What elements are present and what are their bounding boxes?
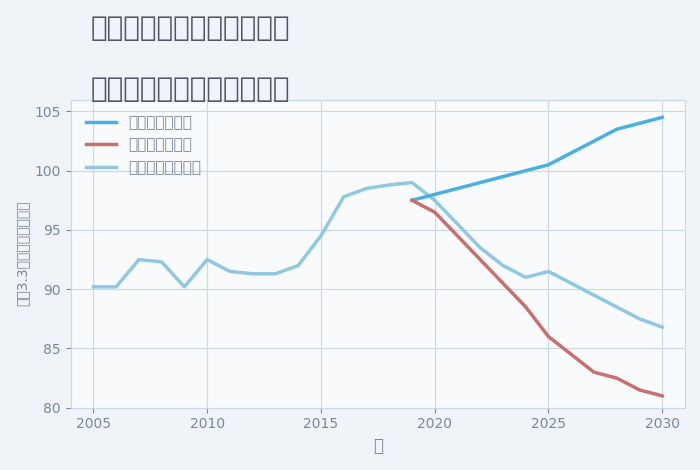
Legend: グッドシナリオ, バッドシナリオ, ノーマルシナリオ: グッドシナリオ, バッドシナリオ, ノーマルシナリオ bbox=[78, 107, 209, 183]
Line: ノーマルシナリオ: ノーマルシナリオ bbox=[93, 182, 662, 327]
グッドシナリオ bbox=[454, 186, 462, 191]
ノーマルシナリオ bbox=[408, 180, 416, 185]
グッドシナリオ bbox=[590, 138, 598, 144]
バッドシナリオ bbox=[499, 281, 508, 286]
ノーマルシナリオ bbox=[340, 194, 348, 200]
バッドシナリオ bbox=[567, 352, 575, 357]
グッドシナリオ bbox=[408, 197, 416, 203]
ノーマルシナリオ bbox=[522, 274, 530, 280]
ノーマルシナリオ bbox=[225, 269, 234, 274]
ノーマルシナリオ bbox=[316, 233, 325, 239]
バッドシナリオ bbox=[612, 375, 621, 381]
バッドシナリオ bbox=[545, 334, 553, 339]
グッドシナリオ bbox=[658, 115, 666, 120]
バッドシナリオ bbox=[522, 304, 530, 310]
Text: 岐阜県飛騨市宮川町杉原の: 岐阜県飛騨市宮川町杉原の bbox=[91, 14, 290, 42]
ノーマルシナリオ bbox=[430, 197, 439, 203]
Line: グッドシナリオ: グッドシナリオ bbox=[412, 118, 662, 200]
バッドシナリオ bbox=[408, 197, 416, 203]
ノーマルシナリオ bbox=[567, 281, 575, 286]
ノーマルシナリオ bbox=[658, 324, 666, 330]
Line: バッドシナリオ: バッドシナリオ bbox=[412, 200, 662, 396]
グッドシナリオ bbox=[636, 120, 644, 126]
Y-axis label: 平（3.3㎡）単価（万円）: 平（3.3㎡）単価（万円） bbox=[15, 201, 29, 306]
バッドシナリオ bbox=[590, 369, 598, 375]
グッドシナリオ bbox=[476, 180, 484, 185]
ノーマルシナリオ bbox=[294, 263, 302, 268]
バッドシナリオ bbox=[636, 387, 644, 393]
ノーマルシナリオ bbox=[271, 271, 279, 277]
ノーマルシナリオ bbox=[454, 221, 462, 227]
バッドシナリオ bbox=[430, 209, 439, 215]
バッドシナリオ bbox=[454, 233, 462, 239]
ノーマルシナリオ bbox=[112, 284, 120, 290]
ノーマルシナリオ bbox=[612, 304, 621, 310]
ノーマルシナリオ bbox=[362, 186, 370, 191]
ノーマルシナリオ bbox=[636, 316, 644, 321]
グッドシナリオ bbox=[612, 126, 621, 132]
バッドシナリオ bbox=[476, 257, 484, 262]
ノーマルシナリオ bbox=[158, 259, 166, 265]
グッドシナリオ bbox=[430, 192, 439, 197]
ノーマルシナリオ bbox=[385, 182, 393, 188]
ノーマルシナリオ bbox=[590, 292, 598, 298]
ノーマルシナリオ bbox=[499, 263, 508, 268]
ノーマルシナリオ bbox=[89, 284, 97, 290]
ノーマルシナリオ bbox=[134, 257, 143, 262]
Text: 中古マンションの価格推移: 中古マンションの価格推移 bbox=[91, 75, 290, 103]
グッドシナリオ bbox=[522, 168, 530, 173]
グッドシナリオ bbox=[545, 162, 553, 168]
グッドシナリオ bbox=[499, 174, 508, 180]
ノーマルシナリオ bbox=[180, 284, 188, 290]
バッドシナリオ bbox=[658, 393, 666, 399]
ノーマルシナリオ bbox=[545, 269, 553, 274]
ノーマルシナリオ bbox=[248, 271, 257, 277]
グッドシナリオ bbox=[567, 150, 575, 156]
ノーマルシナリオ bbox=[203, 257, 211, 262]
X-axis label: 年: 年 bbox=[373, 437, 383, 455]
ノーマルシナリオ bbox=[476, 245, 484, 251]
